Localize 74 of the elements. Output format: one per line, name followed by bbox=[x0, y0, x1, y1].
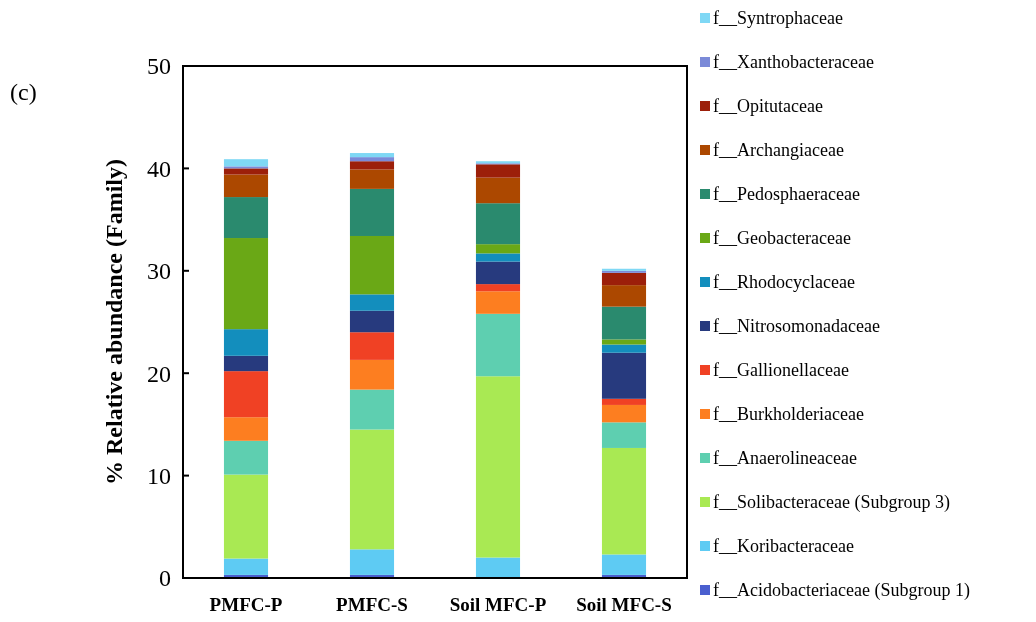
legend-label: f__Syntrophaceae bbox=[713, 8, 843, 29]
bar bbox=[223, 159, 269, 167]
bar bbox=[349, 157, 395, 162]
bar bbox=[223, 329, 269, 356]
legend-label: f__Nitrosomonadaceae bbox=[713, 316, 880, 337]
bar bbox=[475, 291, 521, 314]
legend-label: f__Burkholderiaceae bbox=[713, 404, 864, 425]
bar bbox=[475, 203, 521, 245]
legend-label: f__Anaerolineaceae bbox=[713, 448, 857, 469]
text: (c) bbox=[10, 79, 37, 105]
bar bbox=[601, 554, 647, 575]
y-tick-label: 20 bbox=[147, 360, 171, 387]
bar bbox=[223, 417, 269, 441]
bar bbox=[223, 558, 269, 575]
bar bbox=[223, 355, 269, 372]
bar bbox=[349, 359, 395, 390]
legend-label: f__Gallionellaceae bbox=[713, 360, 849, 381]
y-axis-title: % Relative abundance (Family) bbox=[101, 159, 127, 485]
legend-label: f__Pedosphaeraceae bbox=[713, 184, 860, 205]
y-tick-label: 40 bbox=[147, 155, 171, 182]
bar bbox=[349, 389, 395, 430]
y-tick-label: 50 bbox=[147, 53, 171, 80]
bar bbox=[475, 253, 521, 262]
bar bbox=[475, 261, 521, 285]
bar bbox=[223, 238, 269, 330]
x-tick-label: PMFC-S bbox=[336, 594, 408, 615]
legend-label: f__Geobacteraceae bbox=[713, 228, 851, 249]
bar bbox=[475, 177, 521, 204]
bar bbox=[349, 332, 395, 360]
bar bbox=[601, 344, 647, 353]
legend-label: f__Solibacteraceae (Subgroup 3) bbox=[713, 492, 950, 514]
legend-label: f__Opitutaceae bbox=[713, 96, 823, 117]
bar bbox=[601, 422, 647, 448]
x-tick-label: Soil MFC-S bbox=[576, 594, 672, 615]
y-tick-label: 30 bbox=[147, 258, 171, 285]
bar bbox=[349, 161, 395, 170]
bar bbox=[349, 235, 395, 295]
legend-label: f__Acidobacteriaceae (Subgroup 1) bbox=[713, 580, 970, 602]
bar bbox=[349, 188, 395, 236]
bar bbox=[223, 474, 269, 559]
x-tick-label: Soil MFC-P bbox=[449, 594, 547, 615]
y-tick-label: 10 bbox=[147, 463, 171, 489]
bar bbox=[349, 294, 395, 311]
bar bbox=[601, 285, 647, 307]
bar bbox=[223, 174, 269, 198]
legend-label: f__Xanthobacteraceae bbox=[713, 52, 874, 73]
bar bbox=[475, 557, 521, 578]
bar bbox=[223, 371, 269, 418]
bar bbox=[223, 197, 269, 239]
bar bbox=[475, 284, 521, 292]
legend-label: f__Archangiaceae bbox=[713, 140, 844, 161]
bar bbox=[349, 169, 395, 189]
bar bbox=[223, 440, 269, 475]
legend-label: f__Koribacteraceae bbox=[713, 536, 854, 557]
bar bbox=[475, 244, 521, 254]
bar bbox=[601, 306, 647, 340]
bar bbox=[349, 429, 395, 550]
bar bbox=[349, 549, 395, 575]
bar bbox=[475, 164, 521, 178]
bar bbox=[601, 447, 647, 555]
bar bbox=[223, 168, 269, 175]
bar bbox=[601, 404, 647, 423]
bar bbox=[223, 166, 269, 169]
x-tick-label: PMFC-P bbox=[209, 594, 283, 615]
bar bbox=[601, 339, 647, 345]
bar bbox=[349, 153, 395, 158]
bar bbox=[601, 352, 647, 399]
bar bbox=[601, 272, 647, 286]
bar bbox=[475, 313, 521, 377]
bar bbox=[601, 398, 647, 405]
bar bbox=[349, 310, 395, 333]
legend-label: f__Rhodocyclaceae bbox=[713, 272, 855, 293]
bar bbox=[475, 376, 521, 558]
y-tick-label: 0 bbox=[159, 565, 171, 592]
